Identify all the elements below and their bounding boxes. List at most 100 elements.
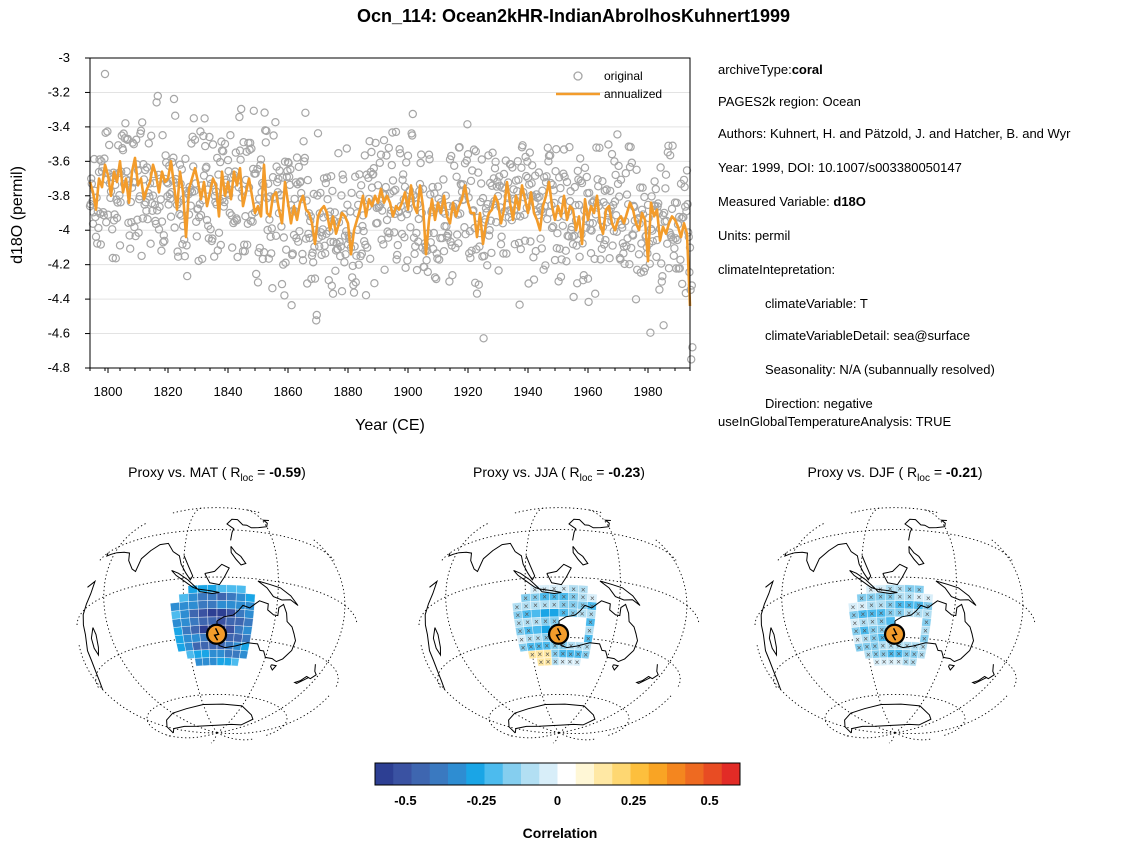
insignificant-marker: × [562,585,567,594]
correlation-cell [189,616,200,627]
scatter-point [556,272,566,282]
insignificant-marker: × [542,601,547,610]
scatter-point [582,172,592,182]
scatter-point [208,140,218,149]
insignificant-marker: × [871,626,876,635]
correlation-cell [242,625,253,636]
legend-label-annualized: annualized [604,87,662,101]
scatter-point [388,128,397,137]
scatter-point [493,177,502,186]
insignificant-marker: × [553,642,558,651]
colorbar-cell [539,763,558,785]
correlation-cell [226,592,237,602]
insignificant-marker: × [515,603,520,612]
scatter-point [312,316,321,325]
scatter-point [494,266,503,275]
scatter-point [559,145,569,154]
colorbar-tick-label: 0.25 [621,793,646,808]
scatter-point [664,141,673,150]
insignificant-marker: × [561,592,566,601]
coastline [448,542,536,581]
scatter-point [108,253,118,263]
scatter-point [294,237,303,246]
scatter-point [660,208,669,218]
scatter-point [268,284,277,293]
scatter-point [337,287,347,296]
insignificant-marker: × [538,650,543,659]
scatter-point [271,117,280,127]
scatter-point [358,221,367,231]
insignificant-marker: × [922,635,927,644]
graticule-meridian [844,732,896,739]
scatter-point [262,126,271,136]
scatter-point [254,248,263,257]
scatter-point [408,109,417,119]
graticule-meridian [894,694,1009,735]
insignificant-marker: × [561,601,566,610]
scatter-point [565,142,574,152]
scatter-point [438,233,447,243]
graticule-meridian [210,732,218,744]
y-tick-label: -4.6 [48,326,70,341]
insignificant-marker: × [583,651,588,660]
scatter-point [153,91,162,101]
scatter-point [672,264,681,273]
scatter-point [672,198,682,207]
scatter-point [202,215,212,225]
insignificant-marker: × [916,601,921,610]
scatter-point [133,215,142,224]
scatter-point [98,207,108,217]
correlation-cell [198,608,209,618]
insignificant-marker: × [552,601,557,610]
scatter-point [657,259,666,268]
colorbar-cell [685,763,704,785]
insignificant-marker: × [545,642,550,651]
correlation-map-djf: ××××××××××××××××××××××××××××××××××××××××… [754,507,1036,744]
scatter-point [626,142,635,152]
scatter-point [622,190,632,199]
coastline [432,627,442,657]
correlation-cell [235,608,246,619]
coastline [635,664,659,684]
correlation-cell [197,600,208,610]
scatter-point [527,179,536,188]
scatter-point [298,249,307,259]
scatter-point [668,141,677,150]
scatter-point [656,163,665,172]
coastline [293,664,317,684]
scatter-point [472,289,482,298]
scatter-point [591,289,600,298]
insignificant-marker: × [530,651,535,660]
x-tick-label: 1980 [634,384,663,399]
y-tick-label: -3.2 [48,84,70,99]
coastline [257,580,299,606]
correlation-cell [245,593,256,603]
scatter-point [412,228,421,238]
insignificant-marker: × [576,650,581,659]
scatter-point [371,138,380,148]
scatter-point [173,247,182,256]
scatter-point [384,233,393,242]
scatter-point [347,188,356,198]
correlation-cell [230,657,240,667]
scatter-point [611,170,620,180]
scatter-point [387,160,396,170]
colorbar-cell [393,763,412,785]
insignificant-marker: × [911,658,916,667]
insignificant-marker: × [581,585,586,594]
graticule-parallel [850,507,940,514]
insignificant-marker: × [571,601,576,610]
scatter-point [516,212,525,221]
colorbar-cell [557,763,577,785]
coastline [90,627,100,657]
scatter-point [491,157,500,166]
correlation-cell [226,600,237,610]
scatter-point [226,130,235,140]
scatter-point [326,237,335,247]
scatter-point [227,243,237,252]
scatter-point [562,177,572,187]
scatter-point [180,252,189,261]
scatter-point [573,166,583,176]
scatter-point [252,269,261,279]
scatter-point [395,144,404,154]
